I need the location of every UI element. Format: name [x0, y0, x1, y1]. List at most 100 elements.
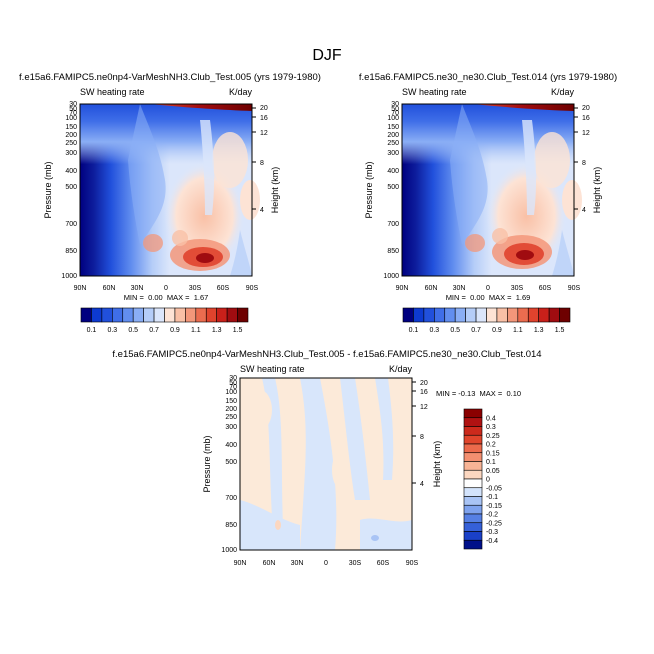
panel-3-xtick-0: 0: [324, 560, 328, 567]
panel-3-colorbar-label: -0.1: [486, 494, 498, 501]
panel-1-ytick-70: 70: [69, 110, 77, 117]
panel-2-colorbar-swatch: [465, 307, 477, 323]
panel-1-colorbar-swatch: [143, 307, 155, 323]
panel-3-ytick-500: 500: [225, 459, 237, 466]
panel-3-ytick-400: 400: [225, 442, 237, 449]
panel-3-y2tick-20: 20: [420, 380, 428, 387]
panel-1-units-label: K/day: [229, 87, 253, 97]
panel-3-ytick-1000: 1000: [221, 547, 237, 554]
panel-2-units-label: K/day: [551, 87, 575, 97]
panel-1-colorbar-swatch: [101, 307, 113, 323]
panel-3-xtick-30s: 30S: [349, 560, 362, 567]
panel-1-x-ticks: 90N 60N 30N 0 30S 60S 90S: [74, 285, 259, 292]
panel-2-y2tick-4: 4: [582, 207, 586, 214]
panel-2-y2tick-16: 16: [582, 115, 590, 122]
panel-1-colorbar-swatch: [122, 307, 134, 323]
panel-1: f.e15a6.FAMIPC5.ne0np4-VarMeshNH3.Club_T…: [19, 72, 321, 334]
panel-1-colorbar-label: 0.7: [149, 327, 159, 334]
panel-2-colorbar-swatch: [548, 307, 560, 323]
panel-1-plot-area: [79, 103, 260, 277]
panel-2-ytick-850: 850: [387, 248, 399, 255]
panel-3-y2tick-4: 4: [420, 481, 424, 488]
panel-1-field-label: SW heating rate: [80, 87, 145, 97]
panel-3-y2tick-16: 16: [420, 389, 428, 396]
panel-3-colorbar-swatch: [463, 513, 483, 524]
panel-3-colorbar-label: -0.2: [486, 512, 498, 519]
panel-1-colorbar-label: 0.9: [170, 327, 180, 334]
panel-3-colorbar-label: 0.4: [486, 415, 496, 422]
panel-3-xtick-90n: 90N: [234, 560, 247, 567]
panel-3-colorbar-label: -0.05: [486, 485, 502, 492]
panel-3-colorbar-swatch: [463, 478, 483, 489]
panel-3-ytick-250: 250: [225, 414, 237, 421]
panel-3-ytick-150: 150: [225, 398, 237, 405]
panel-1-colorbar-swatch: [174, 307, 186, 323]
panel-1-ytick-50: 50: [69, 106, 77, 113]
panel-3-stats: MIN = -0.13 MAX = 0.10: [436, 389, 521, 398]
panel-3-xtick-90s: 90S: [406, 560, 419, 567]
panel-1-colorbar-swatch: [205, 307, 217, 323]
panel-2-colorbar-swatch: [454, 307, 466, 323]
panel-3-field-label: SW heating rate: [240, 364, 305, 374]
panel-3-colorbar-label: 0.1: [486, 459, 496, 466]
panel-1-ytick-300: 300: [65, 150, 77, 157]
panel-1-xtick-60n: 60N: [103, 285, 116, 292]
panel-3-ytick-200: 200: [225, 406, 237, 413]
panel-3-colorbar-swatch: [463, 417, 483, 427]
panel-2-y2-ticks: 20 16 12 8 4: [574, 105, 590, 214]
panel-2-xtick-30n: 30N: [453, 285, 466, 292]
panel-3-plot-area: [239, 377, 413, 551]
panel-2-y2tick-20: 20: [582, 105, 590, 112]
panel-3-colorbar-label: 0.15: [486, 450, 500, 457]
panel-1-y-ticks: 30 50 70 100 150 200 250 300 400 500 700…: [61, 101, 77, 280]
panel-3-ytick-30: 30: [229, 375, 237, 382]
panel-1-xtick-30n: 30N: [131, 285, 144, 292]
panel-3-colorbar-label: -0.15: [486, 503, 502, 510]
panel-3-y2tick-8: 8: [420, 434, 424, 441]
panel-2-ytick-50: 50: [391, 106, 399, 113]
panel-2-ytick-70: 70: [391, 110, 399, 117]
panel-3-colorbar-label: -0.3: [486, 529, 498, 536]
panel-1-colorbar-swatch: [216, 307, 228, 323]
panel-1-colorbar-label: 0.5: [128, 327, 138, 334]
panel-3-ytick-100: 100: [225, 389, 237, 396]
panel-2-colorbar-label: 0.7: [471, 327, 481, 334]
panel-3-units-label: K/day: [389, 364, 413, 374]
panel-3-colorbar-label: 0.2: [486, 442, 496, 449]
panel-3-ytick-700: 700: [225, 495, 237, 502]
panel-3-ytick-70: 70: [229, 384, 237, 391]
panel-3-colorbar: 0.4 0.3 0.25 0.20.15 0.1 0.05 0-0.05 -0.1 -0.15 -…: [463, 408, 502, 550]
panel-2-colorbar-swatch: [496, 307, 508, 323]
panel-2-colorbar-swatch: [413, 307, 425, 323]
panel-2-ytick-1000: 1000: [383, 273, 399, 280]
panel-3-ytick-850: 850: [225, 522, 237, 529]
panel-2-y2tick-8: 8: [582, 160, 586, 167]
panel-3-colorbar-label: 0.3: [486, 424, 496, 431]
panel-3-ytick-50: 50: [229, 380, 237, 387]
panel-3-ytick-300: 300: [225, 424, 237, 431]
panel-3-colorbar-swatch: [463, 504, 483, 515]
panel-3-xtick-30n: 30N: [291, 560, 304, 567]
panel-3-colorbar-label: 0.05: [486, 468, 500, 475]
panel-2-colorbar-swatch: [527, 307, 539, 323]
panel-2-colorbar-swatch: [402, 307, 414, 323]
panel-2-colorbar-swatch: [423, 307, 435, 323]
panel-2-ytick-200: 200: [387, 132, 399, 139]
panel-1-colorbar-swatch: [226, 307, 238, 323]
panel-2-xtick-60n: 60N: [425, 285, 438, 292]
panel-2-y-ticks: 30 50 70 100 150 200 250 300 400 500 700…: [383, 101, 399, 280]
panel-1-xtick-90s: 90S: [246, 285, 259, 292]
panel-3-colorbar-swatch: [463, 496, 483, 506]
panel-2-xtick-90n: 90N: [396, 285, 409, 292]
panel-1-y2tick-4: 4: [260, 207, 264, 214]
panel-2-ytick-500: 500: [387, 184, 399, 191]
panel-2-colorbar-label: 0.9: [492, 327, 502, 334]
panel-2-colorbar-swatch: [444, 307, 456, 323]
panel-2-y2label: Height (km): [592, 167, 602, 214]
panel-2-colorbar-swatch: [559, 307, 571, 323]
panel-3-xtick-60s: 60S: [377, 560, 390, 567]
panel-1-ylabel: Pressure (mb): [43, 161, 53, 218]
panel-1-ytick-100: 100: [65, 115, 77, 122]
panel-2-xtick-90s: 90S: [568, 285, 581, 292]
panel-1-ytick-1000: 1000: [61, 273, 77, 280]
